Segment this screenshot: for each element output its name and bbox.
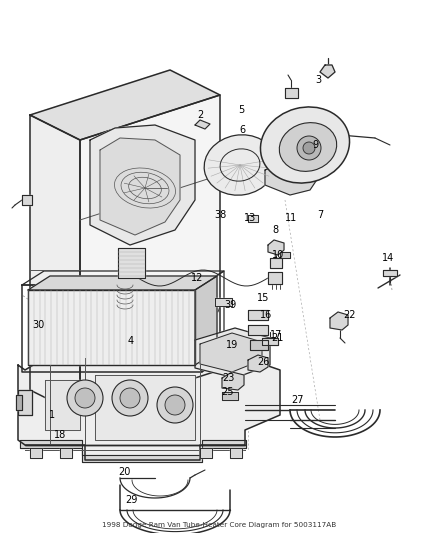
Polygon shape [215, 298, 232, 306]
Polygon shape [100, 138, 180, 235]
Polygon shape [265, 162, 320, 195]
Text: 3: 3 [315, 75, 321, 85]
Polygon shape [262, 338, 278, 345]
Polygon shape [22, 195, 32, 205]
Text: 1998 Dodge Ram Van Tube-Heater Core Diagram for 5003117AB: 1998 Dodge Ram Van Tube-Heater Core Diag… [102, 522, 336, 528]
Polygon shape [200, 448, 212, 458]
Ellipse shape [204, 135, 276, 195]
Text: 38: 38 [214, 210, 226, 220]
Text: 12: 12 [191, 273, 203, 283]
Polygon shape [30, 70, 220, 140]
Polygon shape [222, 372, 244, 390]
Text: 19: 19 [226, 340, 238, 350]
Polygon shape [18, 390, 32, 415]
Circle shape [303, 142, 315, 154]
Polygon shape [200, 333, 262, 372]
Polygon shape [28, 276, 217, 290]
Polygon shape [248, 355, 268, 372]
Polygon shape [45, 380, 80, 430]
Polygon shape [195, 120, 210, 129]
Circle shape [157, 387, 193, 423]
Polygon shape [30, 448, 42, 458]
Text: 15: 15 [257, 293, 269, 303]
Polygon shape [80, 95, 220, 415]
Polygon shape [248, 325, 268, 335]
Polygon shape [60, 448, 72, 458]
Text: 4: 4 [128, 336, 134, 346]
Circle shape [75, 388, 95, 408]
Text: 30: 30 [32, 320, 44, 330]
Text: 22: 22 [343, 310, 355, 320]
Text: 17: 17 [270, 330, 282, 340]
Polygon shape [230, 448, 242, 458]
Polygon shape [383, 270, 397, 276]
Polygon shape [90, 125, 195, 245]
Circle shape [120, 388, 140, 408]
Text: 27: 27 [292, 395, 304, 405]
Text: 14: 14 [382, 253, 394, 263]
Text: 39: 39 [224, 300, 236, 310]
Text: 7: 7 [317, 210, 323, 220]
Polygon shape [320, 65, 335, 78]
Text: 13: 13 [244, 213, 256, 223]
Circle shape [165, 395, 185, 415]
Text: 8: 8 [272, 225, 278, 235]
Text: 25: 25 [222, 387, 234, 397]
Polygon shape [18, 355, 280, 460]
Ellipse shape [279, 123, 337, 172]
Polygon shape [280, 252, 290, 258]
Polygon shape [222, 392, 238, 400]
Polygon shape [330, 312, 348, 330]
Text: 2: 2 [197, 110, 203, 120]
Circle shape [112, 380, 148, 416]
Text: 26: 26 [257, 357, 269, 367]
Polygon shape [195, 276, 217, 365]
Polygon shape [20, 440, 246, 462]
Text: 11: 11 [285, 213, 297, 223]
Circle shape [67, 380, 103, 416]
Text: 29: 29 [125, 495, 137, 505]
Text: 16: 16 [260, 310, 272, 320]
Polygon shape [268, 240, 284, 255]
Polygon shape [28, 290, 195, 365]
Polygon shape [16, 395, 22, 410]
Text: 20: 20 [118, 467, 130, 477]
Polygon shape [30, 115, 80, 415]
Polygon shape [248, 310, 268, 320]
Text: 23: 23 [222, 373, 234, 383]
Text: 6: 6 [239, 125, 245, 135]
Polygon shape [248, 215, 258, 222]
Text: 1: 1 [49, 410, 55, 420]
Polygon shape [118, 248, 145, 278]
Circle shape [297, 136, 321, 160]
Polygon shape [95, 375, 195, 440]
Polygon shape [268, 272, 282, 284]
Text: 9: 9 [312, 140, 318, 150]
Polygon shape [285, 88, 298, 98]
Text: 10: 10 [272, 250, 284, 260]
Text: 18: 18 [54, 430, 66, 440]
Polygon shape [270, 258, 282, 268]
Polygon shape [195, 328, 270, 378]
Text: 21: 21 [271, 333, 283, 343]
Polygon shape [250, 340, 268, 350]
Ellipse shape [261, 107, 350, 183]
Text: 5: 5 [238, 105, 244, 115]
